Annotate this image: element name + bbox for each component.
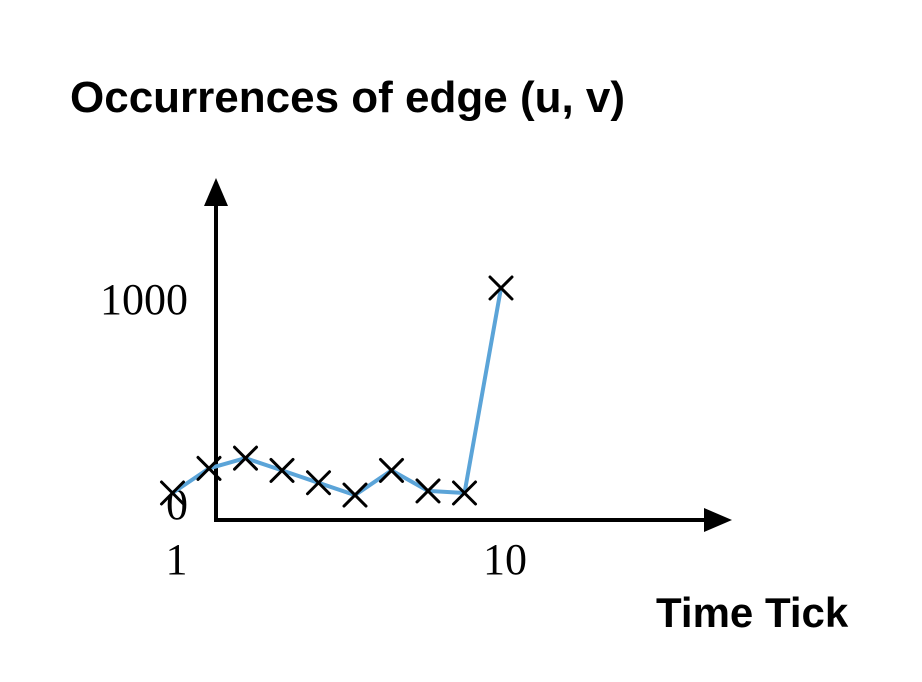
x-axis-arrowhead (704, 508, 732, 532)
data-point-marker (196, 455, 222, 481)
data-point-marker (233, 445, 258, 471)
x-tick-label: 1 (166, 535, 188, 584)
series-layer (170, 286, 503, 498)
data-point-marker (379, 457, 404, 483)
y-axis-arrowhead (204, 178, 228, 206)
y-tick-label: 1000 (100, 275, 188, 324)
marker-layer (160, 275, 514, 508)
data-point-marker (160, 480, 185, 506)
data-point-marker (306, 470, 331, 496)
x-tick-labels: 1 10 (166, 535, 528, 584)
data-point-marker (488, 275, 514, 301)
x-axis-label: Time Tick (656, 589, 849, 636)
data-point-marker (452, 480, 477, 506)
data-point-marker (342, 482, 368, 508)
x-tick-label: 10 (483, 535, 527, 584)
chart-title: Occurrences of edge (u, v) (70, 73, 625, 122)
data-point-marker (415, 478, 441, 504)
data-point-marker (269, 457, 295, 483)
series-line (170, 286, 503, 498)
